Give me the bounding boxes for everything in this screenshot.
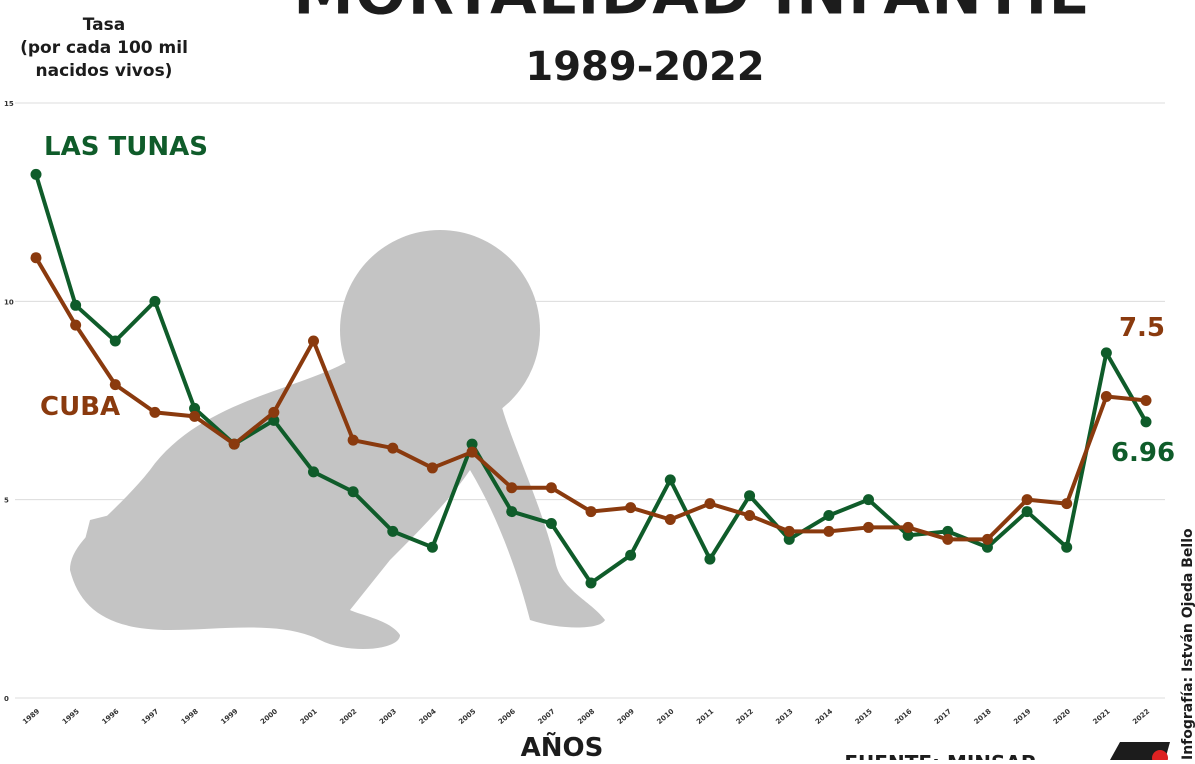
legend-label: CUBA <box>40 392 120 422</box>
data-point <box>665 514 676 525</box>
x-tick-label: 1999 <box>219 707 239 726</box>
value-label: 6.96 <box>1111 438 1175 468</box>
logo <box>1110 742 1170 760</box>
x-tick-label: 2000 <box>259 707 279 726</box>
x-tick-label: 1989 <box>21 707 41 726</box>
data-point <box>863 522 874 533</box>
data-point <box>348 486 359 497</box>
data-point <box>387 526 398 537</box>
data-point <box>467 447 478 458</box>
data-point <box>744 510 755 521</box>
chart: 0 5 10 15 1989 1995 1996 1997 1998 1999 2000 2001 20… <box>0 0 1195 760</box>
data-point <box>348 435 359 446</box>
data-point <box>506 506 517 517</box>
data-point <box>70 300 81 311</box>
x-tick-label: 2001 <box>299 707 319 726</box>
data-point <box>308 466 319 477</box>
page: {"chart_data": {"type": "line", "title":… <box>0 0 1195 760</box>
data-point <box>863 494 874 505</box>
x-tick-label: 2018 <box>973 707 993 726</box>
data-point <box>942 534 953 545</box>
data-point <box>229 439 240 450</box>
data-point <box>149 296 160 307</box>
x-tick-label: 2019 <box>1012 707 1032 726</box>
credit: Infografía: István Ojeda Bello <box>1180 528 1195 760</box>
y-axis-label: Tasa <box>83 15 125 35</box>
value-label: 7.5 <box>1119 313 1165 343</box>
x-tick-label: 1995 <box>61 707 81 726</box>
chart-subtitle: 1989-2022 <box>525 44 764 90</box>
x-tick-label: 2004 <box>418 707 438 726</box>
y-tick-label: 10 <box>4 298 14 306</box>
data-point <box>625 502 636 513</box>
chart-title: MORTALIDAD INFANTIL <box>293 0 1088 29</box>
x-tick-label: 2015 <box>854 707 874 726</box>
data-point <box>823 526 834 537</box>
x-tick-label: 2013 <box>774 707 794 726</box>
x-tick-label: 2016 <box>893 707 913 726</box>
data-point <box>546 482 557 493</box>
data-point <box>1061 542 1072 553</box>
x-tick-label: 2011 <box>695 707 715 726</box>
data-point <box>149 407 160 418</box>
data-point <box>665 474 676 485</box>
data-point <box>268 407 279 418</box>
data-point <box>704 554 715 565</box>
data-point <box>1061 498 1072 509</box>
x-tick-label: 2014 <box>814 707 834 726</box>
x-tick-label: 2003 <box>378 707 398 726</box>
data-point <box>982 534 993 545</box>
y-tick-label: 0 <box>4 695 9 703</box>
y-tick-label: 15 <box>4 100 14 108</box>
y-axis-label: (por cada 100 mil <box>20 38 188 58</box>
data-point <box>625 550 636 561</box>
x-tick-label: 2010 <box>656 707 676 726</box>
x-tick-label: 1998 <box>180 707 200 726</box>
baby-silhouette <box>70 230 605 649</box>
x-tick-label: 1996 <box>101 707 121 726</box>
x-tick-label: 2006 <box>497 707 517 726</box>
data-point <box>70 320 81 331</box>
data-point <box>903 522 914 533</box>
data-point <box>784 526 795 537</box>
y-tick-label: 5 <box>4 497 9 505</box>
data-point <box>427 462 438 473</box>
data-point <box>427 542 438 553</box>
data-point <box>308 336 319 347</box>
data-point <box>1101 347 1112 358</box>
data-point <box>823 510 834 521</box>
data-point <box>110 379 121 390</box>
data-point <box>1101 391 1112 402</box>
data-point <box>387 443 398 454</box>
data-point <box>31 252 42 263</box>
x-tick-label: 1997 <box>140 707 160 726</box>
data-point <box>586 506 597 517</box>
data-point <box>1022 494 1033 505</box>
data-point <box>31 169 42 180</box>
x-tick-label: 2008 <box>576 707 596 726</box>
x-tick-label: 2009 <box>616 707 636 726</box>
x-tick-label: 2005 <box>457 707 477 726</box>
y-axis-label: nacidos vivos) <box>36 61 173 81</box>
data-point <box>744 490 755 501</box>
x-tick-label: 2017 <box>933 707 953 726</box>
data-point <box>189 411 200 422</box>
x-tick-label: 2021 <box>1092 707 1112 726</box>
x-tick-label: 2012 <box>735 707 755 726</box>
x-tick-label: 2020 <box>1052 707 1072 726</box>
data-point <box>110 336 121 347</box>
source: FUENTE: MINSAP <box>844 751 1035 760</box>
x-tick-label: 2022 <box>1131 707 1151 726</box>
data-point <box>1141 395 1152 406</box>
data-point <box>704 498 715 509</box>
data-point <box>506 482 517 493</box>
data-point <box>546 518 557 529</box>
x-tick-label: 2002 <box>338 707 358 726</box>
x-tick-label: 2007 <box>537 707 557 726</box>
data-point <box>1022 506 1033 517</box>
x-axis-label: AÑOS <box>521 731 604 760</box>
data-point <box>1141 416 1152 427</box>
data-point <box>586 577 597 588</box>
legend-label: LAS TUNAS <box>44 132 208 162</box>
